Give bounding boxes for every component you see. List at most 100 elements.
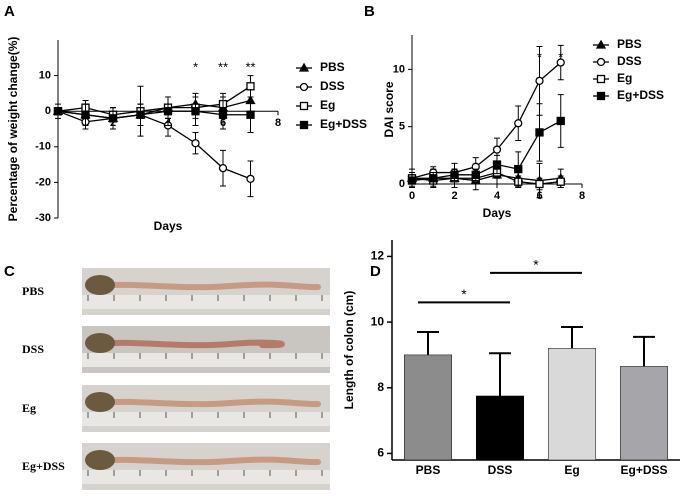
point	[596, 74, 606, 84]
y-tick-label: 6	[377, 446, 384, 460]
bar	[619, 366, 669, 461]
colon	[97, 398, 321, 408]
point	[191, 107, 200, 116]
y-tick-label: 0	[45, 105, 51, 117]
y-tick-label: 10	[39, 70, 51, 82]
point	[556, 116, 565, 126]
cecum	[85, 275, 115, 295]
panel-label: D	[370, 263, 381, 280]
point	[556, 58, 565, 67]
point	[596, 57, 606, 67]
colon	[97, 339, 285, 349]
point	[299, 82, 309, 92]
cecum	[85, 450, 115, 470]
point	[514, 119, 523, 128]
panel-label: C	[4, 263, 15, 280]
point	[136, 110, 145, 119]
error-bar	[417, 330, 439, 355]
photo-row-label: DSS	[22, 342, 44, 356]
point	[492, 145, 502, 154]
error-bar	[489, 352, 511, 396]
significance: **	[218, 59, 228, 74]
panel-label: A	[4, 3, 15, 20]
point	[108, 114, 118, 123]
point	[298, 62, 310, 72]
point	[492, 160, 502, 169]
y-tick-label: 8	[377, 380, 384, 394]
ruler	[82, 412, 330, 426]
x-tick-label: 0	[409, 190, 415, 202]
y-tick-label: 12	[371, 249, 385, 263]
point	[299, 101, 309, 111]
series-line	[57, 85, 251, 116]
series-line	[57, 110, 251, 119]
point	[53, 107, 63, 116]
significance: **	[245, 59, 255, 74]
point	[450, 170, 459, 179]
significance: *	[558, 49, 563, 64]
point	[535, 179, 544, 189]
colon	[97, 456, 321, 466]
point	[556, 177, 565, 186]
series-line	[57, 110, 251, 180]
cecum	[85, 333, 115, 353]
x-tick-label: 2	[451, 190, 457, 202]
point	[596, 91, 606, 101]
point	[471, 170, 480, 179]
legend-label: Eg+DSS	[320, 117, 367, 131]
cecum	[85, 392, 115, 412]
photo-row-label: PBS	[22, 284, 44, 298]
photo-row-label: Eg+DSS	[22, 459, 65, 473]
x-tick-label: PBS	[416, 463, 441, 477]
bar	[475, 395, 525, 461]
y-axis-label: Percentage of weight change(%)	[6, 37, 20, 222]
y-tick-label: 0	[399, 178, 405, 190]
x-axis-label: Days	[154, 219, 183, 233]
photo-row-label: Eg	[22, 401, 36, 415]
y-tick-label: 10	[393, 63, 405, 75]
significance: *	[461, 286, 467, 302]
point	[81, 110, 90, 119]
ruler	[82, 353, 330, 367]
bar	[403, 354, 453, 461]
panel-label: B	[364, 3, 375, 20]
y-tick-label: -20	[35, 176, 51, 188]
y-axis-label: DAI score	[382, 81, 396, 137]
x-axis-label: Days	[483, 206, 512, 220]
point	[299, 120, 309, 130]
point	[514, 164, 523, 174]
point	[429, 174, 438, 183]
significance: *	[533, 257, 539, 273]
error-bar	[633, 335, 655, 367]
point	[535, 128, 544, 137]
x-tick-label: Eg+DSS	[620, 463, 667, 477]
colon	[97, 281, 321, 291]
point	[535, 76, 544, 85]
legend-label: Eg	[320, 98, 335, 112]
point	[246, 110, 255, 119]
legend-label: DSS	[320, 79, 345, 93]
ruler	[82, 470, 330, 484]
legend-label: PBS	[320, 60, 345, 74]
legend-label: PBS	[617, 37, 642, 51]
point	[407, 176, 417, 185]
y-tick-label: 10	[371, 314, 385, 328]
significance: *	[193, 59, 198, 74]
y-axis-label: Length of colon (cm)	[342, 291, 356, 410]
x-tick-label: 4	[494, 190, 501, 202]
x-tick-label: 8	[275, 117, 281, 129]
point	[595, 39, 607, 49]
error-bar	[561, 326, 583, 349]
x-tick-label: Eg	[564, 463, 579, 477]
y-tick-label: -10	[35, 141, 51, 153]
point	[246, 174, 255, 183]
point	[246, 82, 255, 91]
point	[218, 110, 228, 119]
legend-label: DSS	[617, 54, 642, 68]
x-tick-label: 8	[579, 190, 585, 202]
ruler	[82, 295, 330, 309]
point	[163, 107, 173, 116]
y-tick-label: 5	[399, 121, 405, 133]
point	[191, 139, 200, 148]
